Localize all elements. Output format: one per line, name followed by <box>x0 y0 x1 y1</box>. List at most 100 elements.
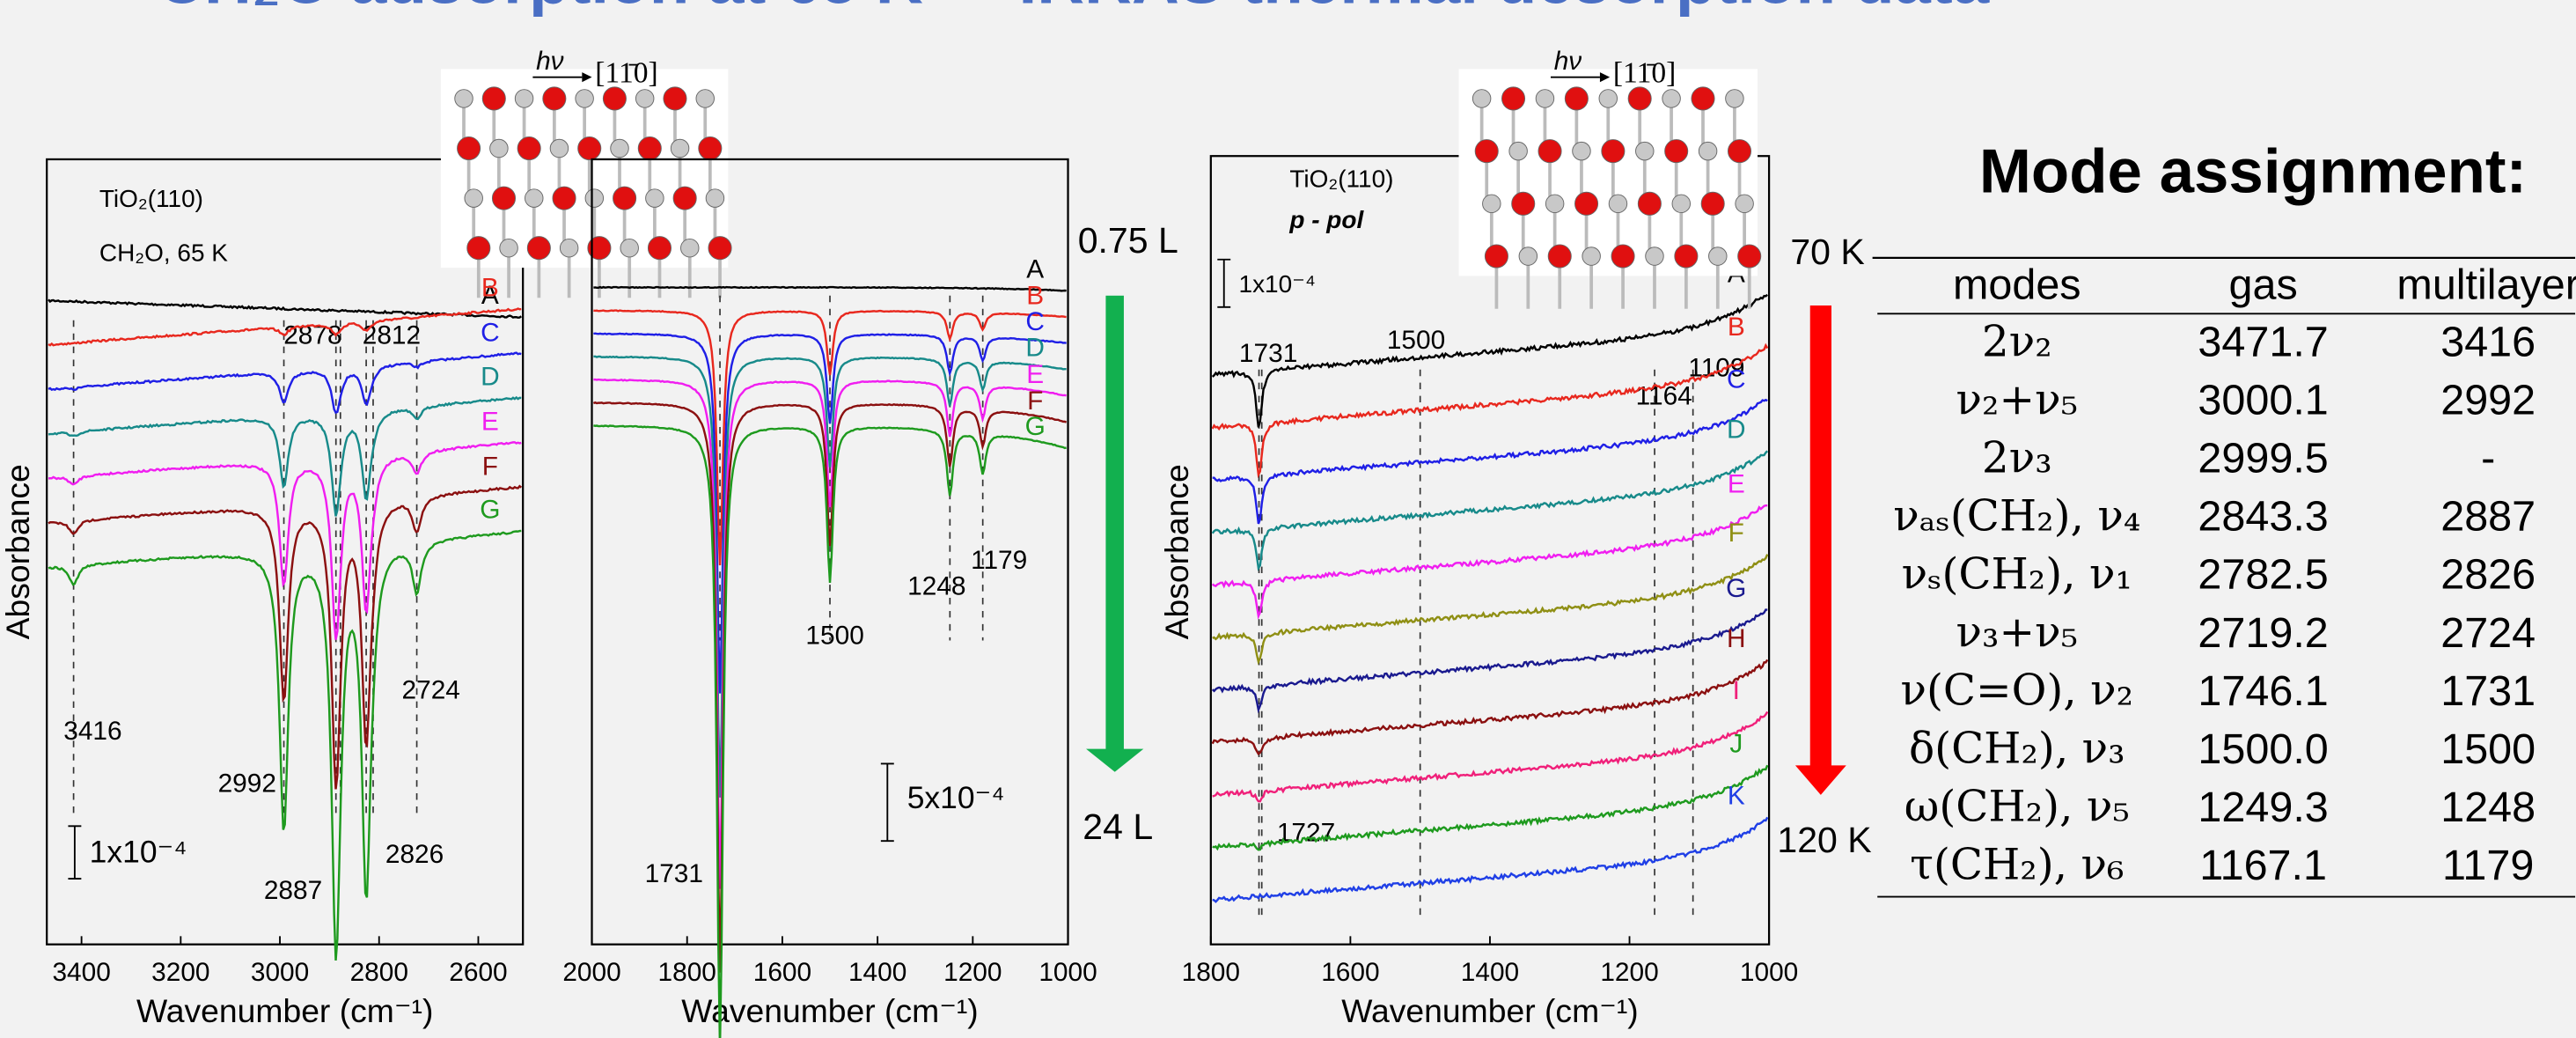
crystal-atom <box>1709 247 1728 266</box>
table-cell: 1249.3 <box>2198 784 2328 831</box>
x-axis-label: Wavenumber (cm⁻¹) <box>681 992 978 1029</box>
crystal-atom <box>543 87 566 110</box>
table-cell: ν₃+ν₅ <box>1956 607 2079 657</box>
trace-label: A <box>1026 255 1044 284</box>
panel-note: p - pol <box>1288 206 1364 233</box>
crystal-atom <box>1599 90 1618 108</box>
crystal-atom <box>1672 195 1691 213</box>
crystal-atom <box>490 139 509 158</box>
crystal-atom <box>1638 192 1661 215</box>
table-cell: ω(CH₂), ν₅ <box>1904 783 2130 832</box>
x-tick-label: 1200 <box>943 958 1002 987</box>
dose-end: 24 L <box>1083 806 1153 847</box>
direction-label: [11̄0] <box>595 57 657 90</box>
crystal-atom <box>482 87 505 110</box>
trace-label: K <box>1728 782 1745 811</box>
panel-note: TiO₂(110) <box>99 185 203 212</box>
peak-label: 1500 <box>1387 326 1445 355</box>
table-cell: ν(C=O), ν₂ <box>1900 666 2133 715</box>
crystal-atom <box>696 90 715 108</box>
trace-label: J <box>1729 730 1743 759</box>
crystal-atom <box>673 187 696 210</box>
table-cell: 3000.1 <box>2198 377 2328 424</box>
header-left: CH₂O adsorption at 65 K <box>157 0 923 18</box>
crystal-atom <box>1701 192 1724 215</box>
x-tick-label: 1000 <box>1038 958 1097 987</box>
crystal-atom <box>1675 245 1698 268</box>
table-cell: 1248 <box>2440 784 2536 831</box>
panel-note: CH₂O, 65 K <box>99 239 228 267</box>
crystal-atom <box>1573 142 1591 160</box>
x-tick-label: 3200 <box>151 958 209 987</box>
table-cell: 2ν₂ <box>1982 317 2052 366</box>
trace-label: B <box>1728 313 1745 342</box>
crystal-atom <box>1574 192 1597 215</box>
crystal-atom <box>1509 142 1528 160</box>
crystal-atom <box>458 136 481 159</box>
trace-label: G <box>480 495 500 524</box>
x-tick-label: 1400 <box>1461 958 1519 987</box>
table-cell: 2999.5 <box>2198 435 2328 482</box>
crystal-atom <box>638 136 661 159</box>
table-cell: 2724 <box>2440 609 2536 657</box>
trace-label: F <box>1728 519 1744 548</box>
trace-label: H <box>1727 624 1746 653</box>
crystal-atom <box>680 239 699 257</box>
crystal-atom <box>1548 245 1571 268</box>
crystal-atom <box>578 136 601 159</box>
panel-note: TiO₂(110) <box>1289 166 1393 193</box>
photon-label: hν <box>536 47 564 76</box>
crystal-atom <box>576 90 594 108</box>
table-cell: - <box>2481 435 2495 482</box>
table-cell: 2826 <box>2440 551 2536 599</box>
table-cell: 1731 <box>2440 667 2536 715</box>
crystal-atom <box>1485 245 1508 268</box>
crystal-atom <box>620 239 639 257</box>
crystal-atom <box>1662 90 1681 108</box>
table-cell: 2887 <box>2440 493 2536 541</box>
crystal-atom <box>1611 245 1634 268</box>
crystal-atom <box>492 187 515 210</box>
crystal-atom <box>603 87 626 110</box>
peak-label: 1179 <box>971 546 1027 575</box>
y-axis-label: Absorbance <box>0 464 36 639</box>
crystal-atom <box>465 189 483 208</box>
trace-label: C <box>481 319 500 348</box>
crystal-atom <box>671 139 689 158</box>
x-axis-label: Wavenumber (cm⁻¹) <box>1341 992 1638 1029</box>
peak-label: 2992 <box>218 769 276 799</box>
x-tick-label: 1600 <box>753 958 811 987</box>
trace-label: D <box>1727 416 1746 445</box>
crystal-atom <box>706 189 724 208</box>
crystal-atom <box>1728 140 1750 163</box>
table-cell: 2782.5 <box>2198 551 2328 599</box>
crystal-atom <box>1736 195 1754 213</box>
header-right: IRRAS thermal desorption data <box>1019 0 1990 18</box>
peak-label: 3416 <box>63 717 121 746</box>
crystal-atom <box>1545 195 1564 213</box>
crystal-atom <box>1738 245 1761 268</box>
crystal-atom <box>525 189 544 208</box>
peak-label: 1727 <box>1277 819 1335 848</box>
crystal-atom <box>1628 87 1651 110</box>
peak-label: 1731 <box>1239 339 1297 368</box>
table-cell: 2843.3 <box>2198 493 2328 541</box>
trace-label: I <box>1733 676 1740 705</box>
y-axis-label: Absorbance <box>1158 464 1195 639</box>
trace-label: F <box>482 452 498 481</box>
x-tick-label: 1400 <box>848 958 906 987</box>
table-cell: 1179 <box>2442 842 2534 889</box>
crystal-atom <box>635 90 654 108</box>
crystal-atom <box>1536 90 1554 108</box>
crystal-atom <box>1519 247 1538 266</box>
table-cell: 3471.7 <box>2198 319 2328 366</box>
peak-label: 2826 <box>385 840 444 869</box>
trace-label: E <box>481 408 499 437</box>
crystal-atom <box>1636 142 1655 160</box>
crystal-atom <box>1699 142 1717 160</box>
crystal-atom <box>1726 90 1744 108</box>
x-tick-label: 1200 <box>1600 958 1658 987</box>
scale-bar-label: 5x10⁻⁴ <box>907 780 1005 815</box>
crystal-atom <box>1602 140 1625 163</box>
table-cell: 1500.0 <box>2198 725 2328 773</box>
